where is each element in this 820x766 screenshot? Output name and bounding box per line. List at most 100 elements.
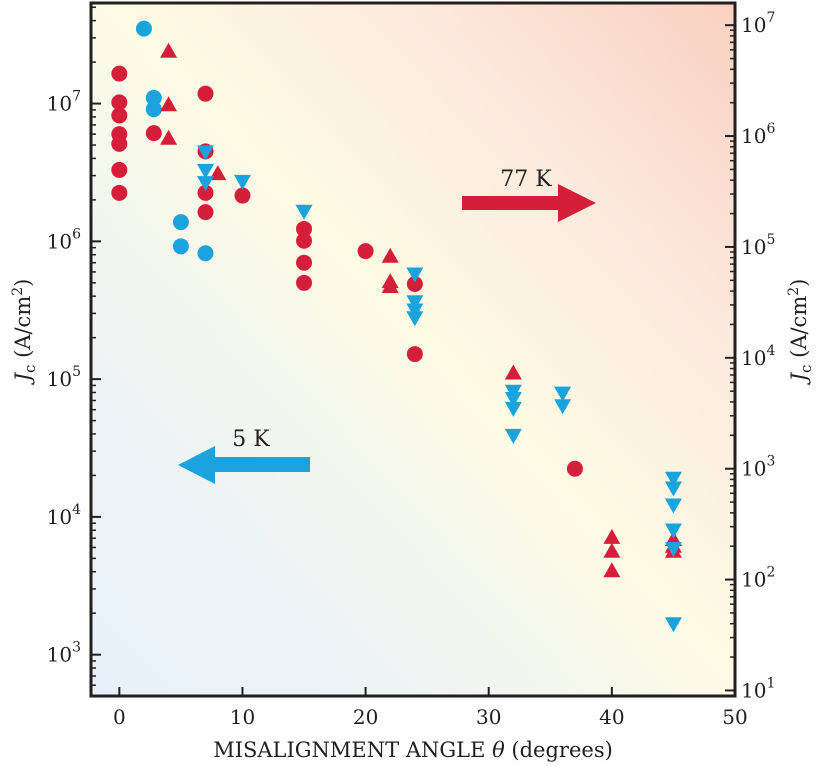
5k-circle-point	[296, 274, 313, 291]
77k-triangle-down-point	[295, 204, 313, 220]
right-y-tick-label: 105	[741, 232, 775, 259]
right-y-axis-title: Jc (A/cm2)	[786, 279, 815, 386]
annotation-5k: 5 K	[178, 427, 310, 484]
5k-circle-point	[406, 276, 423, 293]
x-axis: 0 10 20 30 40 50	[113, 687, 748, 729]
77k-triangle-down-point	[197, 163, 215, 179]
right-y-axis-title-symbol: J	[787, 371, 811, 385]
series-layer	[111, 20, 682, 633]
5k-circle-point	[406, 346, 423, 363]
right-y-tick-label: 104	[741, 343, 775, 370]
5k-circle-point	[111, 107, 128, 124]
right-y-axis-title-exp: 2	[786, 287, 802, 296]
77k-triangle-down-point	[197, 176, 215, 192]
77k-triangle-down-point	[406, 311, 424, 327]
77k-triangle-down-point	[504, 391, 522, 407]
left-y-tick-label: 106	[47, 226, 81, 253]
5k-circle-point	[197, 245, 214, 262]
5k-circle-point	[111, 184, 128, 201]
right-y-axis-title-units: (A/cm	[787, 296, 811, 365]
right-y-axis-title-close: )	[787, 279, 811, 287]
x-tick-label: 0	[113, 705, 126, 729]
5k-circle-point	[197, 85, 214, 102]
left-y-axis-title-symbol: J	[11, 371, 35, 385]
right-y-axis: 101 102 103 104 105 106 107	[725, 10, 775, 702]
x-axis-title-symbol: θ	[492, 738, 505, 762]
77k-triangle-down-point	[664, 471, 682, 487]
annotation-77k-label: 77 K	[500, 167, 552, 192]
right-y-tick-label: 102	[741, 565, 775, 592]
5k-circle-point	[145, 89, 162, 106]
right-y-tick-label: 101	[741, 675, 775, 702]
77k-triangle-up-point	[603, 528, 621, 544]
77k-triangle-down-point	[406, 267, 424, 283]
5k-circle-point	[234, 187, 251, 204]
x-axis-title-main: MISALIGNMENT ANGLE	[213, 738, 492, 762]
77k-triangle-down-point	[554, 386, 572, 402]
left-y-tick-label: 105	[47, 364, 81, 391]
left-y-tick-label: 104	[47, 502, 81, 529]
annotation-5k-label: 5 K	[232, 427, 270, 452]
5k-circle-point	[197, 184, 214, 201]
77k-circle-point	[566, 460, 583, 477]
5k-circle-point	[172, 238, 189, 255]
left-y-axis: 103 104 105 106 107	[47, 6, 101, 686]
left-y-axis-title: Jc (A/cm2)	[10, 279, 39, 386]
left-y-axis-title-units: (A/cm	[11, 296, 35, 365]
left-y-axis-title-exp: 2	[10, 287, 26, 296]
x-axis-title-units: (degrees)	[505, 738, 613, 762]
5k-circle-point	[296, 220, 313, 237]
5k-circle-point	[357, 243, 374, 260]
77k-triangle-down-point	[504, 401, 522, 417]
77k-triangle-down-point	[233, 174, 251, 190]
5k-triangle-up-point	[381, 278, 399, 294]
5k-circle-point	[135, 20, 152, 37]
left-y-tick-label: 103	[47, 640, 81, 667]
5k-triangle-up-point	[160, 42, 178, 58]
red-arrow-right	[462, 184, 596, 222]
left-y-tick-label: 107	[47, 89, 81, 116]
77k-triangle-up-point	[603, 562, 621, 578]
77k-triangle-down-point	[664, 498, 682, 514]
77k-triangle-down-point	[406, 303, 424, 319]
blue-arrow-left	[178, 446, 310, 484]
left-y-axis-title-close: )	[11, 279, 35, 287]
right-y-tick-label: 103	[741, 454, 775, 481]
x-tick-label: 50	[722, 705, 747, 729]
5k-circle-point	[111, 161, 128, 178]
77k-triangle-up-point	[504, 364, 522, 380]
5k-circle-point	[111, 94, 128, 111]
77k-triangle-down-point	[406, 295, 424, 311]
right-y-tick-label: 107	[741, 10, 775, 37]
5k-circle-point	[296, 232, 313, 249]
x-tick-label: 40	[599, 705, 624, 729]
5k-circle-point	[145, 125, 162, 142]
5k-circle-point	[197, 204, 214, 221]
5k-circle-point	[145, 101, 162, 118]
5k-triangle-up-point	[160, 129, 178, 145]
77k-triangle-down-point	[197, 145, 215, 161]
plot-frame	[89, 1, 737, 698]
5k-circle-point	[296, 254, 313, 271]
5k-circle-point	[111, 65, 128, 82]
x-tick-label: 10	[230, 705, 255, 729]
5k-circle-point	[111, 135, 128, 152]
5k-triangle-up-point	[381, 247, 399, 263]
77k-triangle-down-point	[664, 523, 682, 539]
77k-triangle-up-point	[603, 542, 621, 558]
right-y-axis-title-sub: c	[797, 365, 815, 373]
x-tick-label: 30	[476, 705, 501, 729]
77k-triangle-down-point	[504, 428, 522, 444]
right-y-tick-label: 106	[741, 121, 775, 148]
5k-triangle-up-point	[160, 96, 178, 112]
5k-circle-point	[172, 214, 189, 231]
left-y-axis-title-sub: c	[21, 365, 39, 373]
77k-triangle-down-point	[554, 399, 572, 415]
77k-triangle-down-point	[664, 542, 682, 558]
x-axis-title: MISALIGNMENT ANGLE θ (degrees)	[213, 738, 613, 762]
77k-triangle-down-point	[664, 617, 682, 633]
77k-triangle-down-point	[664, 481, 682, 497]
annotation-77k: 77 K	[462, 167, 596, 222]
x-tick-label: 20	[353, 705, 378, 729]
